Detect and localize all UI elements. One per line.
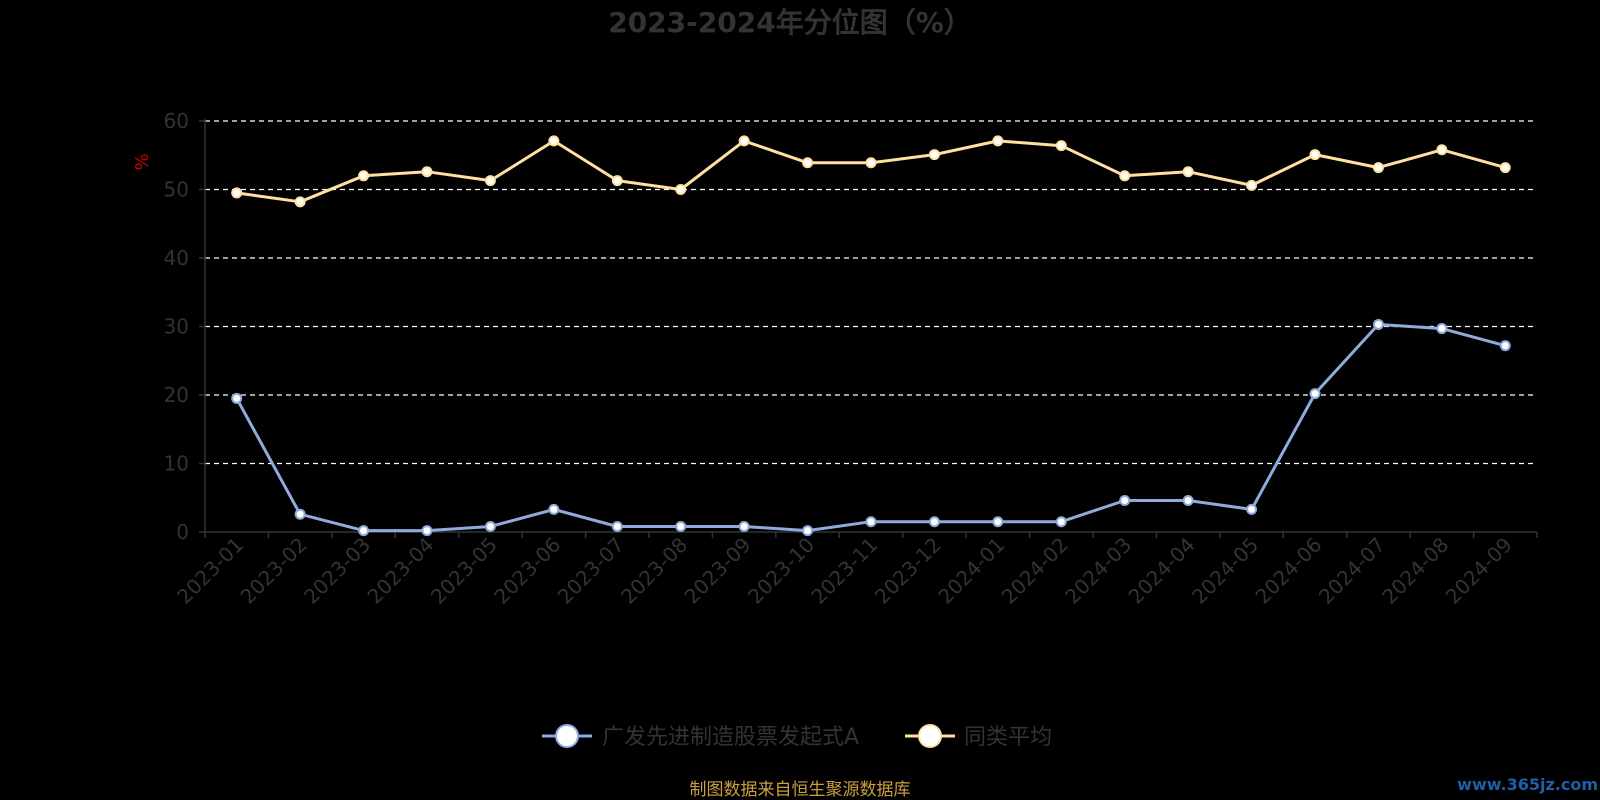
data-point[interactable]: [294, 196, 306, 208]
watermark: www.365jz.com: [1457, 775, 1598, 794]
legend-item[interactable]: 同类平均: [905, 724, 1052, 750]
y-tick-label: 0: [176, 520, 189, 544]
y-tick-label: 40: [164, 246, 189, 270]
data-point[interactable]: [294, 508, 306, 520]
data-point[interactable]: [1499, 340, 1511, 352]
y-tick-label: 20: [164, 383, 189, 407]
y-tick-label: 50: [164, 178, 189, 202]
x-tick-label: 2023-04: [362, 533, 438, 609]
x-tick-label: 2023-12: [870, 533, 946, 609]
y-tick-label: 30: [164, 315, 189, 339]
y-tick-label: 60: [164, 109, 189, 133]
data-point[interactable]: [1309, 388, 1321, 400]
x-tick-label: 2023-02: [236, 533, 312, 609]
x-tick-label: 2023-05: [426, 533, 502, 609]
data-point[interactable]: [421, 166, 433, 178]
data-point[interactable]: [1055, 516, 1067, 528]
data-point[interactable]: [928, 149, 940, 161]
x-tick-label: 2024-08: [1377, 533, 1453, 609]
data-point[interactable]: [421, 525, 433, 537]
data-point[interactable]: [358, 170, 370, 182]
data-point[interactable]: [1055, 140, 1067, 152]
legend[interactable]: 广发先进制造股票发起式A 同类平均: [542, 724, 1052, 750]
series-layer: [231, 135, 1511, 537]
x-tick-label: 2024-06: [1250, 533, 1326, 609]
data-point[interactable]: [611, 521, 623, 533]
data-point[interactable]: [548, 503, 560, 515]
data-point[interactable]: [992, 135, 1004, 147]
data-point[interactable]: [1309, 149, 1321, 161]
data-point[interactable]: [1246, 503, 1258, 515]
chart-title: 2023-2024年分位图（%）: [608, 6, 972, 39]
data-point[interactable]: [865, 157, 877, 169]
data-point[interactable]: [675, 184, 687, 195]
legend-item[interactable]: 广发先进制造股票发起式A: [542, 724, 859, 750]
data-point[interactable]: [928, 516, 940, 528]
x-tick-label: 2023-08: [616, 533, 692, 609]
x-tick-label: 2024-03: [1060, 533, 1136, 609]
x-tick-label: 2023-09: [680, 533, 756, 609]
x-tick-label: 2024-05: [1187, 533, 1263, 609]
data-point[interactable]: [802, 525, 814, 537]
series-line: [235, 322, 1506, 533]
data-point[interactable]: [231, 187, 243, 199]
data-point[interactable]: [1119, 170, 1131, 182]
y-axis-label: %: [132, 153, 153, 170]
data-point[interactable]: [548, 135, 560, 147]
data-point[interactable]: [1119, 494, 1131, 506]
axes: 01020304050602023-012023-022023-032023-0…: [164, 109, 1538, 609]
data-point[interactable]: [802, 157, 814, 169]
x-tick-label: 2023-07: [553, 533, 629, 609]
data-point[interactable]: [1182, 494, 1194, 506]
x-tick-label: 2024-04: [1124, 533, 1200, 609]
x-tick-label: 2024-01: [933, 533, 1009, 609]
data-point[interactable]: [1182, 166, 1194, 178]
data-point[interactable]: [358, 525, 370, 537]
data-point[interactable]: [1372, 318, 1384, 330]
x-tick-label: 2024-09: [1441, 533, 1517, 609]
data-point[interactable]: [738, 135, 750, 147]
data-point[interactable]: [1372, 162, 1384, 174]
x-tick-label: 2023-03: [299, 533, 375, 609]
x-tick-label: 2023-11: [806, 533, 882, 609]
data-point[interactable]: [231, 392, 243, 404]
data-point[interactable]: [992, 516, 1004, 528]
data-source-note: 制图数据来自恒生聚源数据库: [690, 780, 911, 800]
data-point[interactable]: [484, 521, 496, 533]
data-point[interactable]: [675, 521, 687, 533]
data-point[interactable]: [738, 521, 750, 533]
data-point[interactable]: [1246, 179, 1258, 191]
data-point[interactable]: [1436, 144, 1448, 156]
data-point[interactable]: [1436, 323, 1448, 335]
y-tick-label: 10: [164, 452, 189, 476]
legend-label: 广发先进制造股票发起式A: [602, 725, 859, 750]
x-tick-label: 2023-10: [743, 533, 819, 609]
legend-marker: [555, 724, 579, 748]
x-tick-label: 2024-02: [997, 533, 1073, 609]
data-point[interactable]: [484, 175, 496, 187]
x-tick-label: 2023-06: [489, 533, 565, 609]
x-tick-label: 2024-07: [1314, 533, 1390, 609]
data-point[interactable]: [1499, 162, 1511, 174]
data-point[interactable]: [611, 175, 623, 187]
data-point[interactable]: [865, 516, 877, 528]
legend-marker: [918, 724, 942, 748]
legend-label: 同类平均: [964, 725, 1052, 750]
